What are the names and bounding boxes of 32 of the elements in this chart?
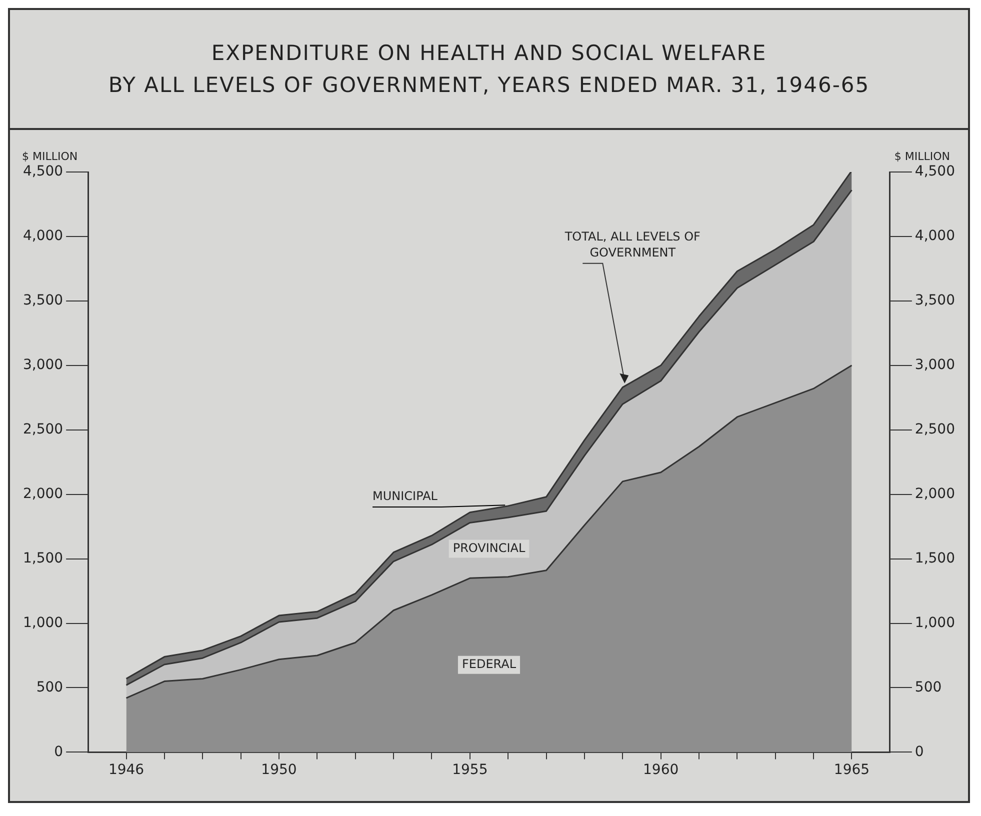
- x-tick-label: 1960: [643, 762, 679, 778]
- y2-tick-label: 4,500: [914, 164, 956, 180]
- series-label: PROVINCIAL: [452, 540, 526, 555]
- y2-tick-label: 0: [914, 744, 924, 760]
- chart-title: EXPENDITURE ON HEALTH AND SOCIAL WELFARE BY ALL LEVELS OF GOVERNMENT, YEARS ENDED MAR. 31, 1946-65: [108, 40, 870, 99]
- y-tick-label: 500: [36, 679, 64, 696]
- x-tick-label: 1946: [108, 762, 144, 778]
- text: MUNICIPAL: [372, 489, 438, 504]
- y-tick-label: 2,000: [22, 486, 64, 502]
- x-tick-label: 1955: [452, 762, 488, 778]
- y2-tick-label: 1,500: [914, 550, 956, 566]
- y-tick-label: 3,000: [22, 357, 64, 374]
- y-tick-label: 4,000: [22, 228, 64, 244]
- y-axis-title: $ MILLION: [22, 150, 78, 163]
- y-tick-label: 1,500: [22, 550, 64, 566]
- y2-tick-label: 1,000: [914, 614, 956, 631]
- y-tick-label: 0: [54, 744, 64, 760]
- series-label: FEDERAL: [462, 656, 516, 671]
- y-tick-label: 4,500: [22, 164, 64, 180]
- annotation: TOTAL, ALL LEVELS OF GOVERNMENT: [564, 229, 701, 260]
- y2-tick-label: 2,000: [914, 486, 956, 502]
- y-tick-label: 3,500: [22, 292, 64, 309]
- y2-tick-label: 500: [914, 679, 942, 696]
- y2-tick-label: 3,500: [914, 292, 956, 309]
- y-tick-label: 2,500: [22, 422, 64, 438]
- x-tick-label: 1950: [261, 762, 297, 778]
- y2-axis-title: $ MILLION: [894, 150, 950, 163]
- y2-tick-label: 2,500: [914, 422, 956, 438]
- y2-tick-label: 3,000: [914, 357, 956, 374]
- y2-tick-label: 4,000: [914, 228, 956, 244]
- x-tick-label: 1965: [834, 762, 870, 778]
- y-tick-label: 1,000: [22, 614, 64, 631]
